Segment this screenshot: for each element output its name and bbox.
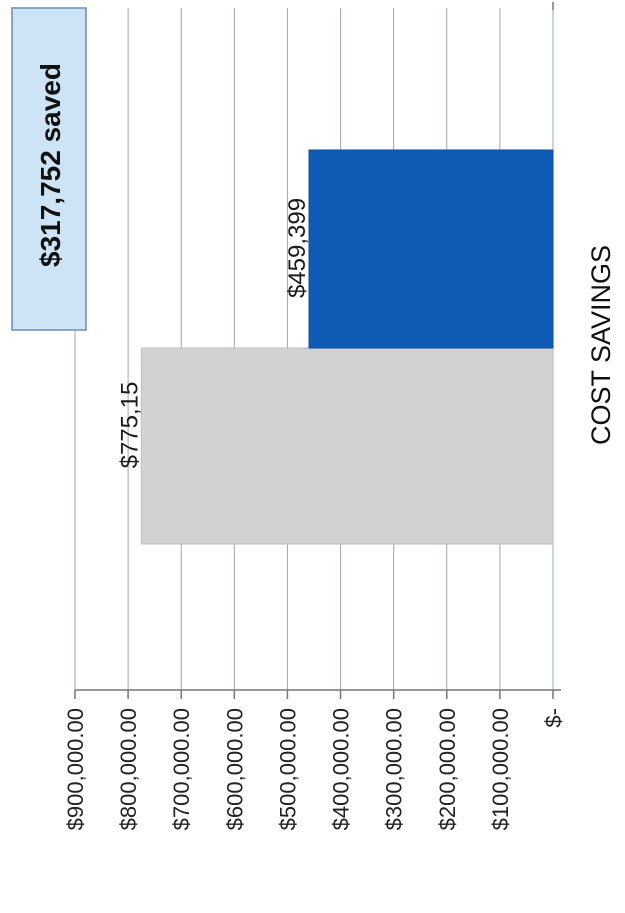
chart-title: COST SAVINGS	[586, 245, 616, 445]
tick-label-5: $500,000.00	[275, 708, 300, 830]
savings-callout-box	[11, 7, 87, 331]
data-labels: $775,15 $459,399	[116, 198, 311, 468]
value-axis	[74, 2, 561, 699]
data-label-1: $459,399	[284, 198, 311, 298]
tick-label-0: $-	[541, 708, 566, 728]
tick-label-6: $600,000.00	[222, 708, 247, 830]
bars	[140, 149, 554, 545]
bar-0	[140, 347, 554, 545]
tick-label-3: $300,000.00	[382, 708, 407, 830]
savings-callout-text: $317,752 saved	[35, 63, 66, 267]
bar-1	[308, 149, 554, 349]
tick-label-4: $400,000.00	[329, 708, 354, 830]
tick-label-8: $800,000.00	[116, 708, 141, 830]
data-label-0: $775,15	[116, 382, 143, 469]
tick-label-7: $700,000.00	[169, 708, 194, 830]
tick-label-9: $900,000.00	[63, 708, 88, 830]
tick-labels: $- $100,000.00 $200,000.00 $300,000.00 $400,…	[63, 708, 566, 830]
tick-label-2: $200,000.00	[435, 708, 460, 830]
tick-label-1: $100,000.00	[488, 708, 513, 830]
savings-callout: $317,752 saved	[11, 7, 87, 331]
